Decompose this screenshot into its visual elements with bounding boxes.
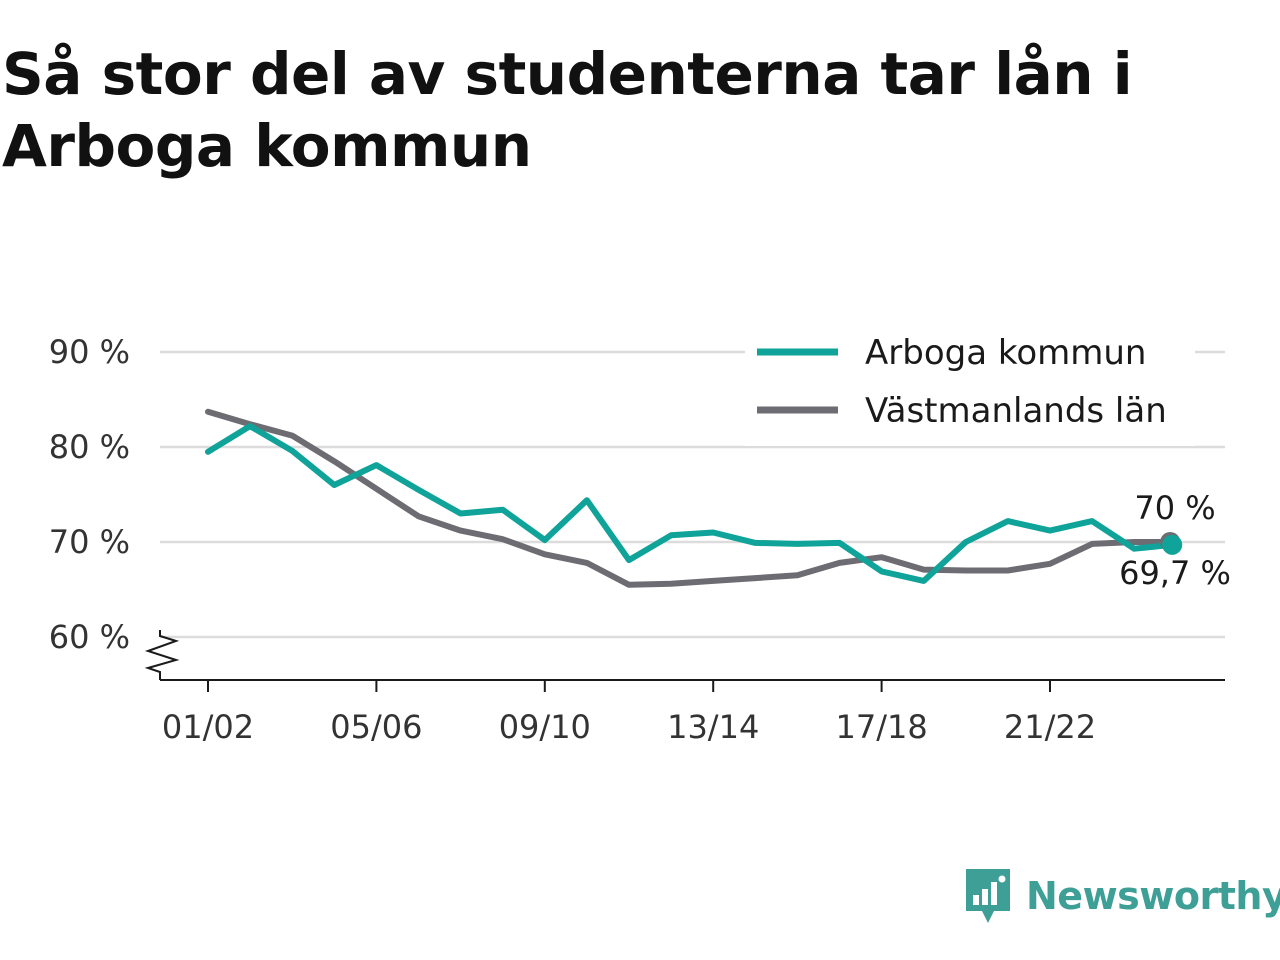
brand-name: Newsworthy — [1026, 874, 1280, 918]
x-tick-label: 01/02 — [162, 708, 254, 746]
x-tick-label: 17/18 — [835, 708, 927, 746]
y-axis: 60 % 70 % 80 % 90 % — [49, 333, 180, 680]
y-tick-label: 60 % — [49, 618, 130, 656]
brand: Newsworthy — [962, 864, 1280, 928]
legend-label-0: Arboga kommun — [865, 333, 1146, 373]
newsworthy-logo-icon — [966, 869, 1010, 923]
x-axis: 01/02 05/06 09/10 13/14 17/18 21/22 — [160, 679, 1225, 746]
x-tick-label: 09/10 — [499, 708, 591, 746]
axis-break-icon — [144, 630, 180, 680]
x-tick-label: 13/14 — [667, 708, 759, 746]
y-tick-label: 70 % — [49, 523, 130, 561]
y-tick-label: 80 % — [49, 428, 130, 466]
series-line-0 — [205, 423, 1176, 584]
end-label-lan: 70 % — [1134, 489, 1215, 527]
end-labels: 70 % 69,7 % — [1119, 489, 1231, 592]
series-line-1 — [205, 408, 1176, 588]
legend-label-1: Västmanlands län — [865, 391, 1167, 431]
end-label-kommun: 69,7 % — [1119, 554, 1231, 592]
chart-title: Så stor del av studenterna tar lån i Arb… — [2, 40, 1133, 180]
legend-background — [745, 318, 1195, 446]
series-lines — [205, 408, 1183, 588]
y-tick-label: 90 % — [49, 333, 130, 371]
x-tick-label: 21/22 — [1004, 708, 1096, 746]
end-marker-kommun — [1162, 534, 1183, 555]
x-tick-label: 05/06 — [330, 708, 422, 746]
legend: Arboga kommun Västmanlands län — [745, 318, 1195, 446]
